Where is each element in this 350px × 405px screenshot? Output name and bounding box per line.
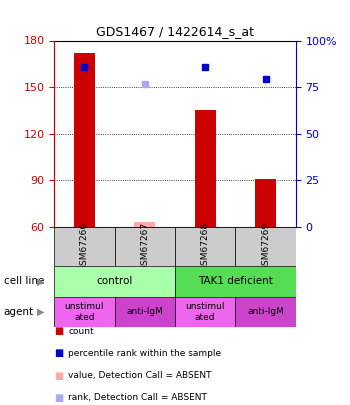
Text: agent: agent [4, 307, 34, 317]
Bar [74, 53, 95, 227]
Text: anti-IgM: anti-IgM [126, 307, 163, 316]
Text: anti-IgM: anti-IgM [247, 307, 284, 316]
Bar [255, 179, 276, 227]
Text: GSM67267: GSM67267 [140, 222, 149, 271]
Bar [235, 296, 296, 327]
Text: percentile rank within the sample: percentile rank within the sample [68, 349, 221, 358]
Bar [54, 266, 175, 296]
Bar [54, 227, 115, 266]
Bar [134, 222, 155, 227]
Bar [235, 227, 296, 266]
Text: value, Detection Call = ABSENT: value, Detection Call = ABSENT [68, 371, 212, 380]
Bar [175, 296, 235, 327]
Text: GSM67266: GSM67266 [80, 222, 89, 271]
Text: unstimul
ated: unstimul ated [186, 302, 225, 322]
Title: GDS1467 / 1422614_s_at: GDS1467 / 1422614_s_at [96, 25, 254, 38]
Text: ■: ■ [54, 371, 63, 381]
Text: TAK1 deficient: TAK1 deficient [198, 277, 273, 286]
Text: ■: ■ [54, 393, 63, 403]
Text: ■: ■ [54, 326, 63, 336]
Text: ▶: ▶ [37, 277, 44, 286]
Bar [195, 111, 216, 227]
Text: GSM67269: GSM67269 [261, 222, 270, 271]
Text: control: control [97, 277, 133, 286]
Bar [54, 296, 115, 327]
Text: GSM67268: GSM67268 [201, 222, 210, 271]
Bar [115, 296, 175, 327]
Text: ▶: ▶ [37, 307, 44, 317]
Bar [115, 227, 175, 266]
Text: rank, Detection Call = ABSENT: rank, Detection Call = ABSENT [68, 393, 207, 403]
Bar [175, 227, 235, 266]
Text: count: count [68, 326, 94, 336]
Text: cell line: cell line [4, 277, 44, 286]
Text: ■: ■ [54, 348, 63, 358]
Text: unstimul
ated: unstimul ated [65, 302, 104, 322]
Bar [175, 266, 296, 296]
